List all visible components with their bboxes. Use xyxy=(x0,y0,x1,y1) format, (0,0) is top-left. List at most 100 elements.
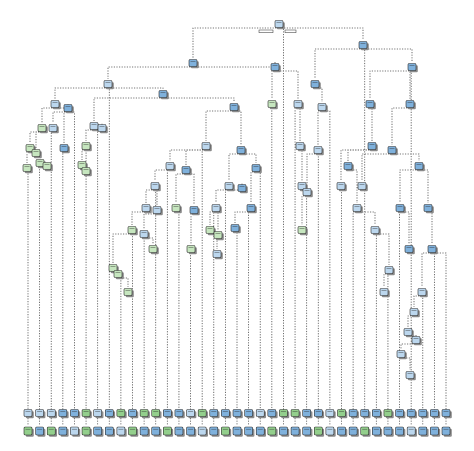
tree-edge xyxy=(363,48,413,62)
leaf-edge xyxy=(352,211,357,410)
leaf-node xyxy=(104,426,116,437)
leaf-node xyxy=(116,409,127,419)
tree-node xyxy=(297,226,308,236)
tree-edge xyxy=(107,66,193,79)
tree-edge xyxy=(192,27,279,58)
tree-edge xyxy=(370,107,373,141)
leaf-node xyxy=(244,426,255,437)
tree-edge xyxy=(112,233,132,263)
leaf-node xyxy=(360,426,371,437)
tree-node xyxy=(213,231,224,241)
tree-node xyxy=(224,182,235,192)
tree-node xyxy=(357,182,368,192)
leaf-node xyxy=(186,409,197,419)
leaf-edge xyxy=(341,189,342,410)
leaf-node xyxy=(93,426,104,437)
leaf-node xyxy=(197,409,208,419)
leaf-node xyxy=(128,426,139,437)
tree-node xyxy=(310,80,321,90)
tree-node xyxy=(246,204,257,214)
tree-node xyxy=(295,142,306,152)
tree-node xyxy=(229,103,240,113)
tree-edge xyxy=(29,131,42,143)
leaf-node xyxy=(186,426,197,437)
tree-node xyxy=(414,162,425,172)
leaf-node xyxy=(128,409,139,419)
tree-edge xyxy=(234,211,251,223)
leaf-node xyxy=(209,426,220,437)
leaf-edge xyxy=(62,151,64,410)
leaf-node xyxy=(348,409,359,419)
tree-node xyxy=(181,166,192,176)
tree-node xyxy=(201,142,212,152)
leaf-node xyxy=(70,409,81,419)
leaf-edge xyxy=(108,87,110,410)
tree-nodes xyxy=(22,20,438,381)
leaf-edge xyxy=(422,295,424,410)
tree-node xyxy=(212,250,223,260)
tree-edge xyxy=(186,173,195,205)
leaf-node xyxy=(383,409,394,419)
leaf-node xyxy=(151,426,162,437)
tree-node xyxy=(274,20,285,30)
tree-node xyxy=(63,104,74,114)
tree-edge xyxy=(399,169,419,203)
leaf-edge xyxy=(322,110,331,410)
leaf-node xyxy=(209,409,220,419)
leaf-node xyxy=(70,426,81,437)
leaf-node xyxy=(104,409,116,419)
tree-edge xyxy=(279,27,364,40)
leaf-node xyxy=(221,426,232,437)
tree-edge xyxy=(216,238,218,249)
tree-edge xyxy=(401,357,411,370)
tree-edge xyxy=(317,110,322,145)
leaf-node xyxy=(372,426,383,437)
leaf-node xyxy=(255,426,267,437)
leaf-node xyxy=(81,409,92,419)
tree-edge xyxy=(375,233,390,265)
leaf-node xyxy=(163,409,174,419)
tree-node xyxy=(405,100,416,110)
tree-node xyxy=(387,146,398,156)
tree-node xyxy=(97,124,108,134)
leaf-edge xyxy=(50,131,53,410)
leaf-node xyxy=(441,426,452,437)
tree-node xyxy=(237,184,248,194)
tree-node xyxy=(127,226,138,236)
tree-edge xyxy=(347,149,372,161)
tree-node xyxy=(367,142,378,152)
tree-edge xyxy=(131,211,146,225)
tree-edge xyxy=(81,149,86,160)
leaf-node xyxy=(360,409,371,419)
tree-edge xyxy=(361,153,392,181)
tree-edge xyxy=(169,149,206,161)
leaf-edge xyxy=(201,149,206,410)
tree-edge xyxy=(205,110,234,141)
tree-node xyxy=(152,206,163,216)
tree-edge xyxy=(185,149,206,165)
leaf-node xyxy=(232,409,243,419)
leaf-node xyxy=(244,409,255,419)
tree-node xyxy=(189,206,200,216)
leaf-node xyxy=(151,409,162,419)
tree-edge xyxy=(228,153,241,181)
leaf-node xyxy=(221,409,232,419)
leaf-node xyxy=(35,409,46,419)
tree-edge xyxy=(209,211,216,225)
tree-edge xyxy=(175,173,186,203)
tree-node xyxy=(403,328,414,338)
leaf-edge xyxy=(410,70,412,410)
tree-edge xyxy=(275,70,299,99)
tree-node xyxy=(404,245,415,255)
tree-node xyxy=(188,59,199,69)
tree-node xyxy=(42,162,53,172)
leaf-node xyxy=(337,426,348,437)
tree-edge xyxy=(193,62,276,68)
leaf-node xyxy=(174,409,185,419)
tree-edge xyxy=(215,189,229,203)
tree-edge xyxy=(409,70,412,99)
leaf-node xyxy=(81,426,92,437)
tree-node xyxy=(407,63,418,73)
tree-node xyxy=(313,146,324,156)
tree-edge xyxy=(421,252,432,287)
